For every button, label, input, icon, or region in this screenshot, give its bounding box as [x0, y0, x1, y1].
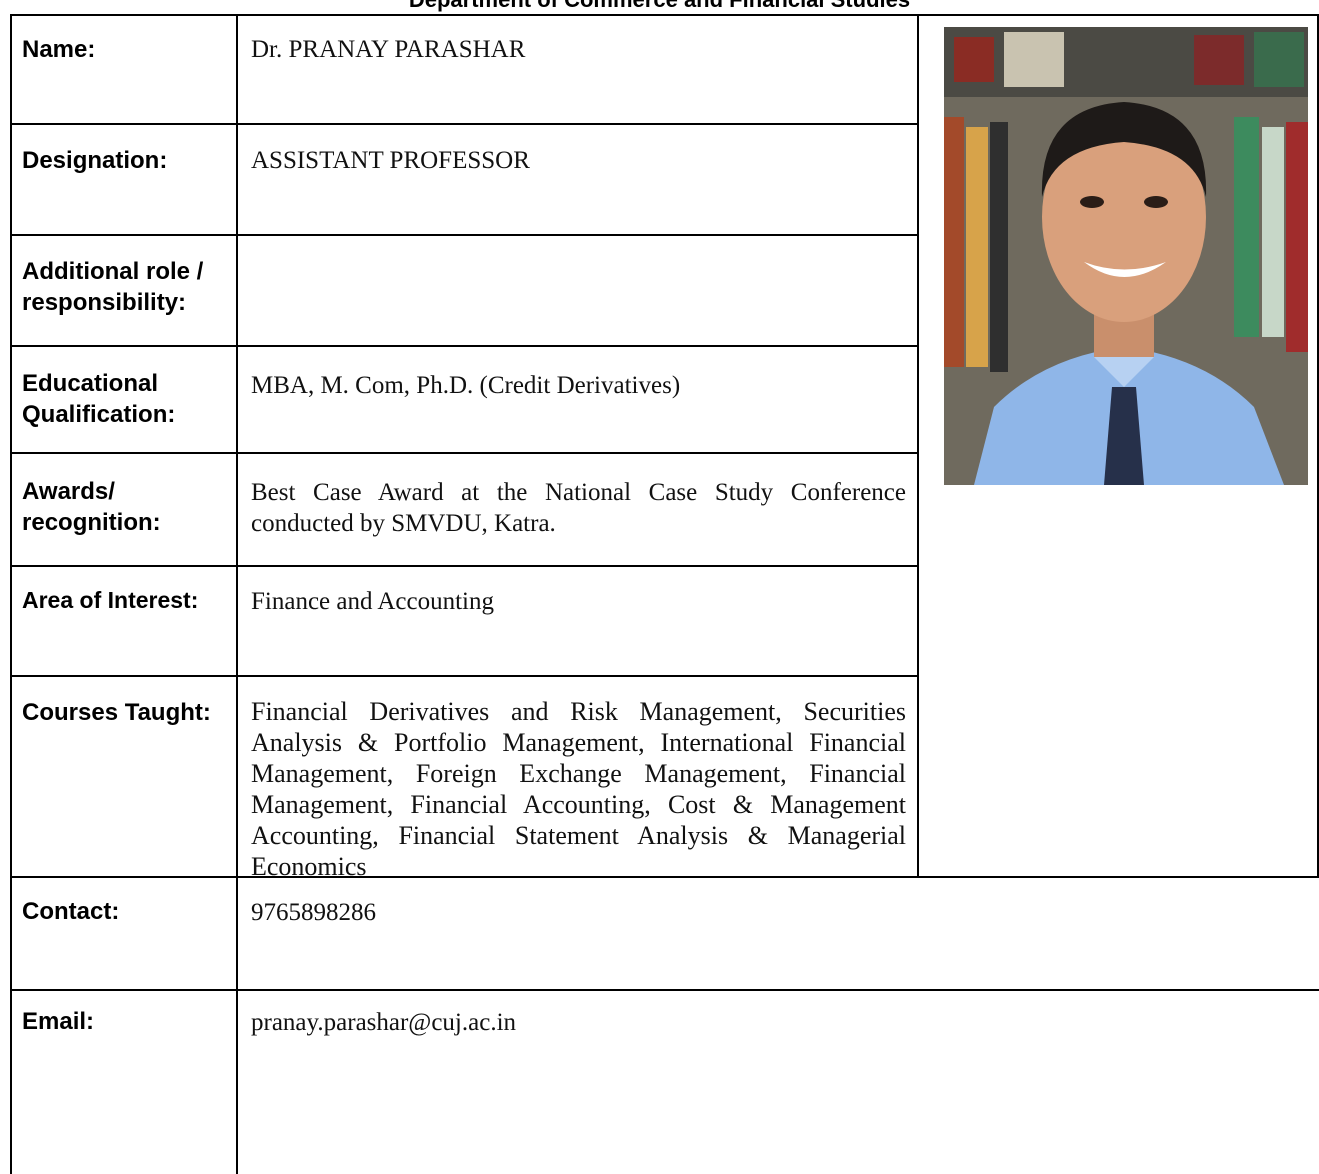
field-value: Dr. PRANAY PARASHAR [251, 36, 526, 63]
profile-photo [944, 27, 1308, 485]
field-label: Awards/ recognition: [22, 478, 161, 536]
field-label: Additional role / responsibility: [22, 258, 204, 316]
border [10, 452, 919, 454]
field-label: Designation: [22, 147, 168, 174]
border [10, 675, 919, 677]
border [10, 345, 919, 347]
field-value: Best Case Award at the National Case Stu… [251, 479, 906, 537]
border [10, 14, 12, 1174]
field-label: Contact: [22, 898, 120, 925]
field-value: 9765898286 [251, 899, 376, 926]
field-label: Name: [22, 36, 96, 63]
field-value: Financial Derivatives and Risk Managemen… [251, 697, 906, 881]
department-title: Department of Commerce and Financial Stu… [0, 0, 1319, 13]
border [236, 14, 238, 1174]
border [10, 876, 1319, 878]
border [10, 989, 1319, 991]
field-value: pranay.parashar@cuj.ac.in [251, 1009, 517, 1036]
border [917, 14, 919, 878]
field-value: ASSISTANT PROFESSOR [251, 147, 530, 174]
border [10, 234, 919, 236]
border [10, 565, 919, 567]
field-label: Email: [22, 1008, 95, 1035]
border [10, 14, 1319, 16]
field-label: Area of Interest: [22, 587, 199, 613]
field-label: Educational Qualification: [22, 370, 176, 428]
field-value: MBA, M. Com, Ph.D. (Credit Derivatives) [251, 372, 681, 399]
border [1317, 14, 1319, 878]
field-label: Courses Taught: [22, 699, 211, 726]
border [10, 123, 919, 125]
field-value: Finance and Accounting [251, 588, 494, 615]
